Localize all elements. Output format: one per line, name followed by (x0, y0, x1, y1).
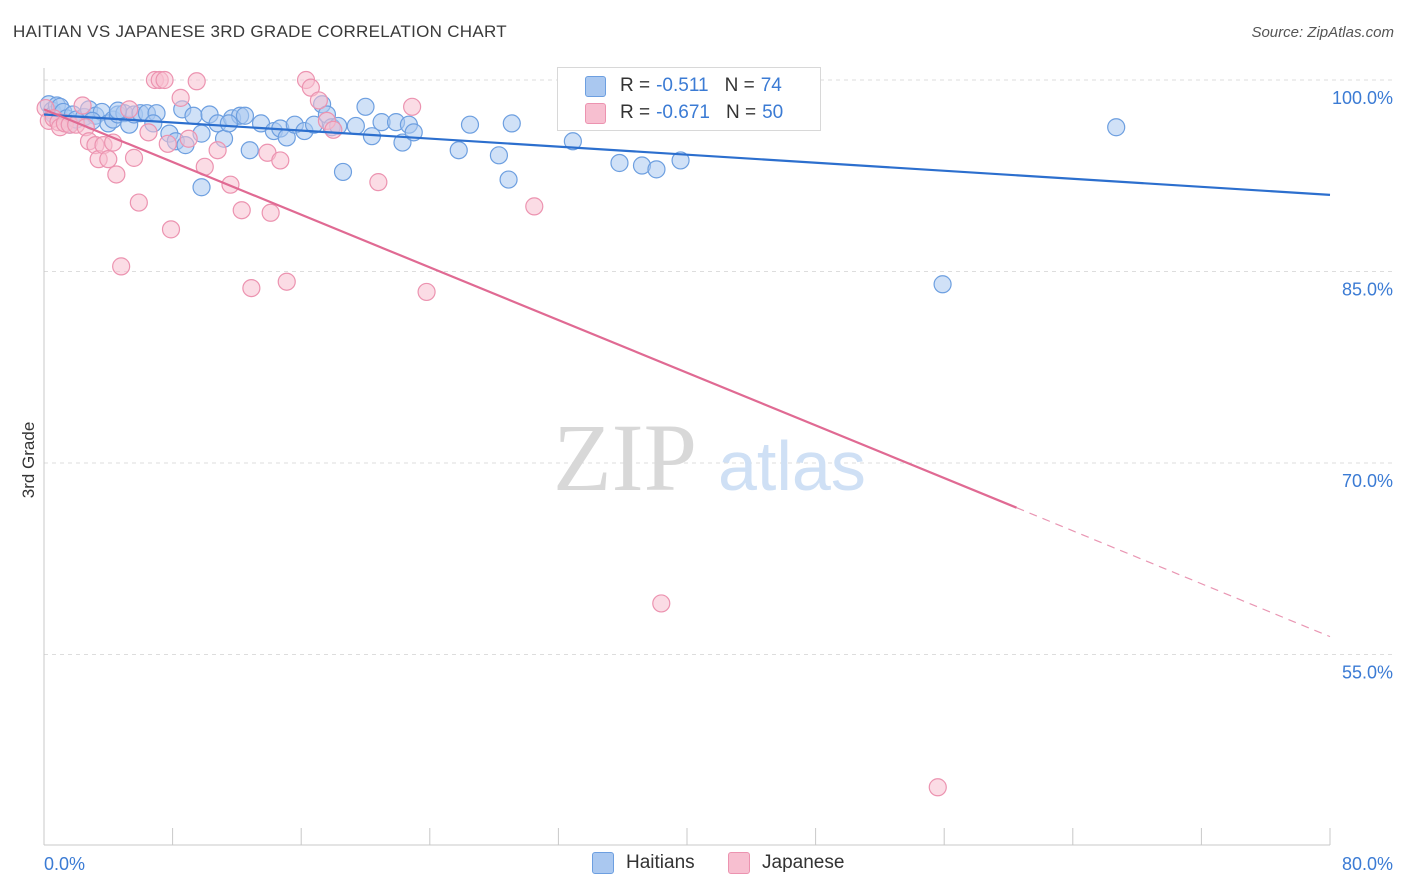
watermark-atlas: atlas (718, 427, 866, 505)
legend-row-japanese: R = -0.671 N = 50 (585, 100, 783, 126)
haitians-legend-swatch (592, 852, 614, 874)
haitians-point (671, 151, 690, 170)
japanese-point (161, 220, 181, 239)
haitians-point (1107, 118, 1126, 137)
labels-layer: 100.0% 85.0% 70.0% 55.0% 0.0% 80.0% 3rd Grade (19, 88, 1393, 874)
japanese-point (277, 272, 296, 291)
japanese-n-value: 50 (762, 102, 784, 123)
trend-layer (43, 108, 1331, 638)
japanese-point (99, 150, 118, 169)
japanese-point (171, 88, 190, 107)
chart-title: HAITIAN VS JAPANESE 3RD GRADE CORRELATIO… (13, 22, 507, 41)
japanese-point (324, 120, 343, 139)
source-label: Source: ZipAtlas.com (1251, 24, 1394, 41)
japanese-point (417, 282, 436, 302)
y-tick-label: 55.0% (1342, 663, 1393, 683)
haitians-point (563, 132, 582, 151)
japanese-point (124, 148, 144, 167)
y-tick-label: 85.0% (1342, 280, 1393, 300)
japanese-point (187, 72, 206, 91)
haitians-point (219, 114, 238, 133)
y-axis-title: 3rd Grade (19, 422, 38, 499)
japanese-point (652, 594, 671, 613)
x-tick-label: 0.0% (44, 854, 85, 874)
haitians-point (460, 115, 480, 134)
japanese-point (261, 203, 280, 222)
haitians-point (192, 178, 211, 197)
japanese-point (112, 257, 131, 276)
haitians-point (184, 106, 203, 125)
japanese-swatch (585, 102, 606, 124)
stats-legend: R = -0.511 N = 74 R = -0.671 N = 50 (557, 67, 821, 131)
y-tick-label: 100.0% (1332, 88, 1393, 108)
haitians-point (610, 153, 629, 173)
japanese-point (369, 173, 388, 192)
japanese-point (107, 165, 126, 184)
haitians-point (346, 116, 365, 136)
haitians-point (240, 141, 259, 160)
japanese-legend-label: Japanese (762, 852, 845, 873)
haitians-point (356, 97, 375, 116)
legend-row-haitians: R = -0.511 N = 74 (585, 73, 782, 99)
japanese-trend-line (43, 108, 1017, 509)
japanese-point (139, 123, 158, 142)
japanese-point (73, 96, 92, 115)
japanese-point (179, 129, 198, 148)
haitians-point (499, 170, 518, 189)
japanese-point (309, 91, 328, 110)
legend-item-japanese[interactable]: Japanese (728, 852, 844, 874)
japanese-legend-swatch (728, 852, 750, 874)
haitians-point (333, 162, 353, 182)
japanese-point (232, 201, 251, 220)
japanese-point (158, 134, 177, 153)
y-tick-label: 70.0% (1342, 471, 1393, 491)
japanese-point (525, 197, 544, 216)
haitians-n-value: 74 (760, 75, 782, 96)
haitians-point (502, 114, 521, 133)
haitians-point (449, 141, 468, 160)
japanese-r-label: R = (620, 102, 651, 123)
haitians-trend-line (43, 113, 1331, 196)
haitians-point (393, 133, 412, 152)
x-tick-label: 80.0% (1342, 854, 1393, 874)
japanese-r-value: -0.671 (656, 102, 710, 123)
haitians-point (933, 275, 952, 294)
haitians-legend-label: Haitians (626, 852, 695, 873)
japanese-point (120, 100, 139, 119)
haitians-r-value: -0.511 (656, 75, 709, 96)
japanese-point (208, 141, 227, 160)
watermark-zip: ZIP (553, 404, 697, 511)
japanese-point (155, 70, 174, 90)
haitians-n-label: N = (724, 75, 755, 96)
axes-layer (43, 68, 1331, 846)
japanese-trend-extension (1016, 507, 1331, 638)
japanese-point (271, 151, 290, 170)
japanese-point (403, 97, 422, 116)
japanese-point (928, 778, 947, 797)
haitians-swatch (585, 75, 606, 97)
japanese-point (129, 193, 148, 212)
legend-item-haitians[interactable]: Haitians (592, 852, 695, 874)
haitians-point (235, 106, 255, 125)
grid-layer (44, 79, 1392, 655)
japanese-n-label: N = (725, 102, 757, 123)
haitians-point (647, 160, 666, 179)
japanese-point (242, 278, 261, 298)
haitians-r-label: R = (620, 75, 651, 96)
haitians-point (489, 146, 509, 165)
